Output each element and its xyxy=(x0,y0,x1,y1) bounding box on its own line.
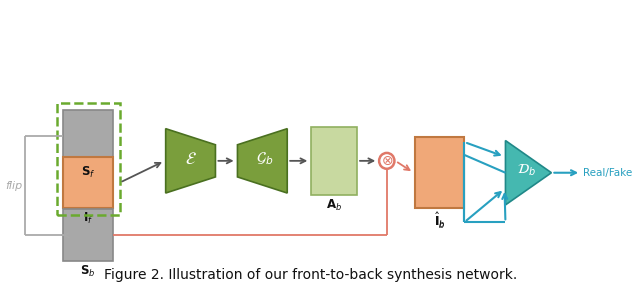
Polygon shape xyxy=(506,141,552,205)
Text: $\mathbf{S}_b$: $\mathbf{S}_b$ xyxy=(81,264,96,279)
Polygon shape xyxy=(237,129,287,193)
Bar xyxy=(63,210,113,261)
Text: flip: flip xyxy=(5,181,22,191)
Circle shape xyxy=(379,153,394,169)
Text: Figure 2. Illustration of our front-to-back synthesis network.: Figure 2. Illustration of our front-to-b… xyxy=(104,268,517,282)
Bar xyxy=(415,137,464,208)
Bar xyxy=(63,157,113,208)
Text: $\mathbf{I}_f$: $\mathbf{I}_f$ xyxy=(83,211,93,226)
Text: $\mathcal{G}_b$: $\mathcal{G}_b$ xyxy=(255,150,273,167)
Bar xyxy=(63,110,113,162)
Text: $\mathcal{D}_b$: $\mathcal{D}_b$ xyxy=(517,163,536,178)
Polygon shape xyxy=(166,129,216,193)
Text: $\mathbf{S}_f$: $\mathbf{S}_f$ xyxy=(81,165,95,180)
Bar xyxy=(311,127,357,194)
Text: $\mathbf{A}_b$: $\mathbf{A}_b$ xyxy=(326,198,342,213)
Text: $\otimes$: $\otimes$ xyxy=(381,154,393,168)
Text: $\hat{\mathbf{I}}_b$: $\hat{\mathbf{I}}_b$ xyxy=(434,211,445,231)
Text: $\mathbf{I}_b$: $\mathbf{I}_b$ xyxy=(434,215,445,230)
Text: $\mathcal{E}$: $\mathcal{E}$ xyxy=(184,150,196,168)
Text: Real/Fake: Real/Fake xyxy=(583,168,632,178)
Bar xyxy=(56,103,120,215)
